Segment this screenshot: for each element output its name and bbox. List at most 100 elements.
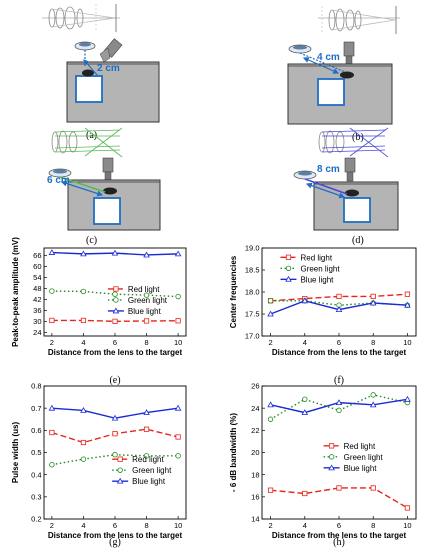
y-axis-label: Center frequencies [229,255,238,328]
y-axis-label: Pulse width (us) [11,422,20,484]
data-point [267,416,274,422]
x-tick-label: 2 [268,521,272,530]
x-axis-label: Distance from the lens to the target [48,348,183,357]
y-tick-label: 54 [33,273,41,282]
data-point [174,250,182,257]
data-point [370,485,376,491]
legend: Red light Green light Blue light [280,253,340,284]
data-point [111,249,119,256]
x-tick-label: 4 [81,521,85,530]
data-point [404,395,411,402]
light-source [48,168,72,178]
legend-entry: Blue light [128,307,162,316]
plot-frame [261,247,417,337]
x-axis-label: Distance from the lens to the target [272,348,407,357]
setup-c: 6 cm (c) [47,127,161,246]
data-point [48,249,56,255]
light-source [293,170,317,180]
panel-caption: (h) [333,537,345,548]
series [49,317,181,324]
x-tick-label: 4 [81,338,85,347]
data-point [174,404,182,411]
series [49,452,181,468]
light-beam [299,52,346,73]
water-tank [287,63,393,125]
x-tick-label: 2 [50,338,54,347]
panel-caption: (g) [109,537,121,548]
data-point [48,404,56,411]
y-tick-label: 30 [33,317,41,326]
lens-assembly [318,6,400,34]
y-tick-label: 14 [251,515,259,524]
x-axis-label: Distance from the lens to the target [48,531,183,540]
legend-entry: Red light [300,253,332,262]
y-tick-label: 0.5 [31,448,41,457]
data-point [267,298,274,304]
x-tick-label: 4 [303,338,307,347]
data-point [328,454,335,460]
data-point [112,452,118,458]
legend-entry: Blue light [132,477,166,486]
data-point [143,453,150,459]
data-point [49,288,55,294]
y-tick-label: 0.4 [31,470,41,479]
x-tick-label: 6 [113,521,117,530]
setup-a: 2 cm (a) [42,4,160,141]
y-tick-label: 17.5 [245,310,260,319]
y-tick-label: 18 [251,470,259,479]
distance-arrow [305,182,346,199]
data-point [369,299,377,306]
legend-entry: Red light [344,442,376,451]
x-tick-label: 8 [371,521,375,530]
data-point [117,456,123,462]
panel-caption: (c) [86,235,97,246]
y-tick-label: 0.2 [31,515,41,524]
data-point [80,317,87,324]
data-point [267,401,274,408]
x-tick-label: 10 [403,521,411,530]
legend-entry: Green light [128,296,168,305]
data-point [404,301,411,308]
y-tick-label: 24 [33,328,41,337]
y-tick-label: 48 [33,284,41,293]
data-point [404,291,411,297]
data-point [112,291,118,297]
transducer [343,41,355,66]
x-tick-label: 8 [144,521,148,530]
data-point [143,426,150,432]
data-point [80,456,87,462]
y-tick-label: 66 [33,251,41,260]
legend: Red light Green light Blue light [323,442,384,473]
data-point [175,434,181,440]
data-point [301,297,309,304]
y-tick-label: 16 [251,493,259,502]
x-tick-label: 6 [113,338,117,347]
distance-label: 2 cm [97,63,120,74]
x-axis-label: Distance from the lens to the target [272,531,407,540]
legend: Red light Green light Blue light [107,285,168,316]
series-line [51,290,179,298]
data-point [369,401,377,408]
y-tick-label: 20 [251,448,259,457]
data-point [302,396,308,402]
data-point [112,307,120,314]
data-point [285,275,292,282]
y-tick-label: 17.0 [245,332,260,341]
light-source [288,44,312,54]
plot-frame [261,385,417,520]
series [267,297,411,317]
data-point [80,250,87,257]
distance-label: 6 cm [47,175,70,186]
data-point [143,251,150,258]
series-line [270,487,408,509]
panel-caption: (b) [352,132,364,143]
data-point [335,399,343,406]
panel-caption: (d) [352,235,364,246]
y-tick-label: 22 [251,426,259,435]
transducer [102,157,114,182]
data-point [328,443,335,449]
panel-caption: (a) [86,130,97,141]
